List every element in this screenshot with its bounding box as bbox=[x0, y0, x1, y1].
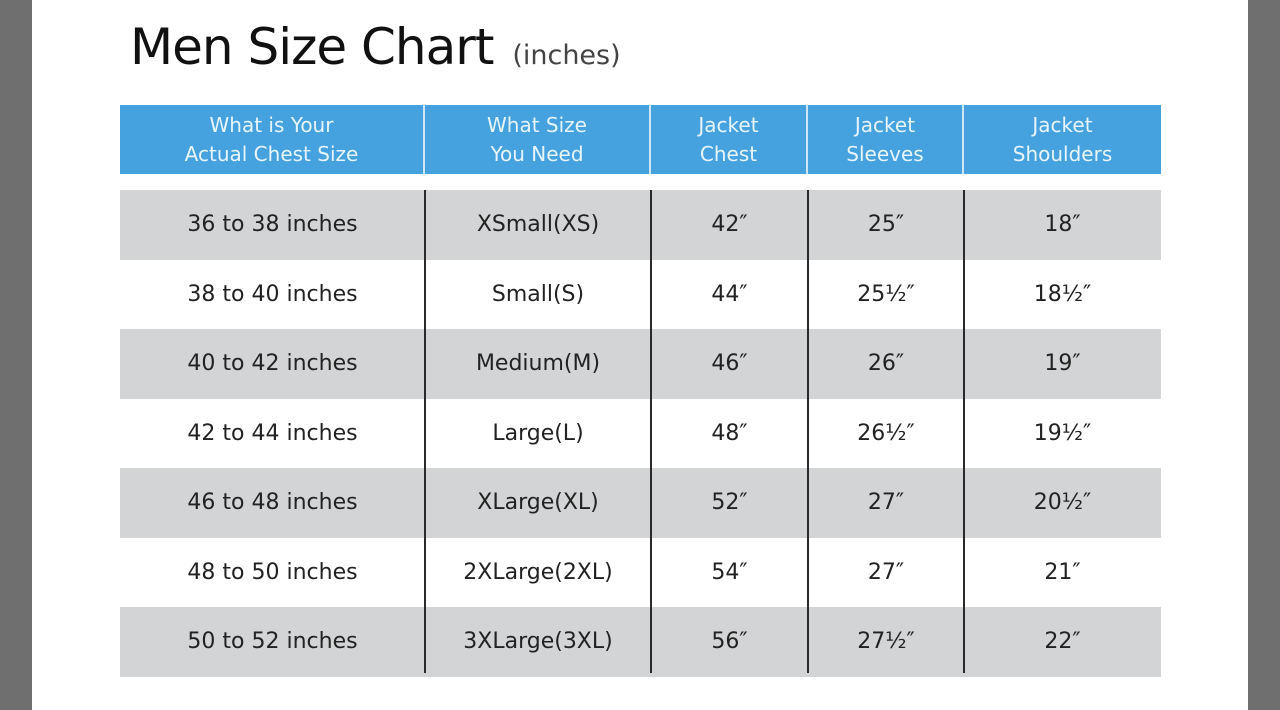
table-cell: 2XLarge(2XL) bbox=[463, 559, 613, 585]
table-cell: Large(L) bbox=[492, 420, 584, 446]
column-divider bbox=[807, 190, 809, 673]
table-row: 36 to 38 inches XSmall(XS) 42″ 25″ 18″ bbox=[120, 190, 1161, 260]
table-cell: XLarge(XL) bbox=[477, 490, 599, 516]
table-cell: 18″ bbox=[1044, 212, 1081, 238]
table-cell: 19″ bbox=[1044, 351, 1081, 377]
table-cell: 3XLarge(3XL) bbox=[463, 629, 613, 655]
table-cell: 46″ bbox=[711, 351, 748, 377]
column-divider bbox=[424, 190, 426, 673]
table-row: 40 to 42 inches Medium(M) 46″ 26″ 19″ bbox=[120, 329, 1161, 399]
table-cell: 27″ bbox=[867, 559, 905, 585]
table-cell: 36 to 38 inches bbox=[187, 212, 358, 238]
table-cell: 56″ bbox=[711, 629, 748, 655]
table-cell: 19½″ bbox=[1033, 420, 1092, 446]
column-header: What is Your Actual Chest Size bbox=[120, 105, 425, 174]
column-header: Jacket Shoulders bbox=[964, 105, 1161, 174]
table-row: 42 to 44 inches Large(L) 48″ 26½″ 19½″ bbox=[120, 399, 1161, 469]
column-header: Jacket Chest bbox=[651, 105, 808, 174]
table-cell: 26″ bbox=[867, 351, 905, 377]
table-cell: 54″ bbox=[711, 559, 748, 585]
table-cell: 48″ bbox=[711, 420, 748, 446]
table-cell: Small(S) bbox=[491, 281, 585, 307]
table-cell: 52″ bbox=[711, 490, 748, 516]
table-cell: 25½″ bbox=[857, 281, 915, 307]
table-row: 38 to 40 inches Small(S) 44″ 25½″ 18½″ bbox=[120, 260, 1161, 330]
size-table-body: 36 to 38 inches XSmall(XS) 42″ 25″ 18″ 38 to … bbox=[120, 190, 1161, 677]
table-cell: 27″ bbox=[867, 490, 905, 516]
column-header: What Size You Need bbox=[425, 105, 651, 174]
page-title: Men Size Chart (inches) bbox=[130, 18, 621, 76]
table-cell: 26½″ bbox=[857, 420, 915, 446]
table-row: 50 to 52 inches 3XLarge(3XL) 56″ 27½″ 22″ bbox=[120, 607, 1161, 677]
table-row: 46 to 48 inches XLarge(XL) 52″ 27″ 20½″ bbox=[120, 468, 1161, 538]
column-divider bbox=[650, 190, 652, 673]
table-cell: 50 to 52 inches bbox=[187, 629, 358, 655]
table-cell: 40 to 42 inches bbox=[187, 351, 358, 377]
table-cell: Medium(M) bbox=[475, 351, 601, 377]
title-text: Men Size Chart bbox=[130, 18, 494, 76]
table-cell: 48 to 50 inches bbox=[187, 559, 358, 585]
table-cell: 25″ bbox=[867, 212, 905, 238]
table-cell: 42″ bbox=[711, 212, 748, 238]
table-header: What is Your Actual Chest Size What Size … bbox=[120, 105, 1161, 174]
table-cell: 21″ bbox=[1044, 559, 1081, 585]
table-cell: 27½″ bbox=[857, 629, 915, 655]
title-unit: (inches) bbox=[512, 40, 621, 71]
table-cell: 22″ bbox=[1044, 629, 1081, 655]
table-cell: 44″ bbox=[711, 281, 748, 307]
column-divider bbox=[963, 190, 965, 673]
table-cell: 38 to 40 inches bbox=[187, 281, 358, 307]
table-cell: XSmall(XS) bbox=[476, 212, 600, 238]
table-cell: 42 to 44 inches bbox=[187, 420, 358, 446]
table-row: 48 to 50 inches 2XLarge(2XL) 54″ 27″ 21″ bbox=[120, 538, 1161, 608]
column-header: Jacket Sleeves bbox=[808, 105, 964, 174]
table-cell: 18½″ bbox=[1033, 281, 1092, 307]
table-cell: 20½″ bbox=[1033, 490, 1092, 516]
table-cell: 46 to 48 inches bbox=[187, 490, 358, 516]
